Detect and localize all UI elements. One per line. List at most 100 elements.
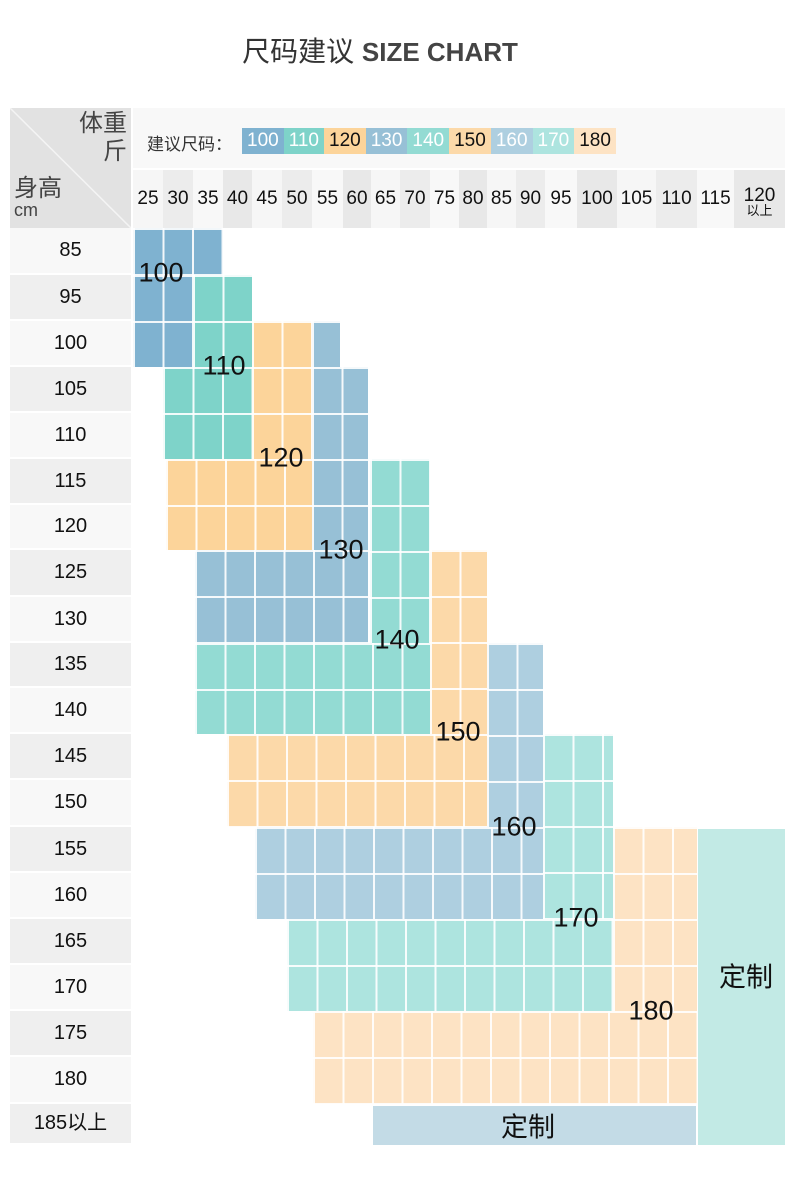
weight-header-40: 40	[223, 170, 252, 228]
size-block-cell-area	[543, 734, 613, 919]
height-row-140: 140	[10, 688, 131, 732]
weight-header-50: 50	[282, 170, 312, 228]
height-row-85: 85	[10, 228, 131, 273]
size-block-cell-area	[370, 459, 430, 643]
weight-value: 45	[256, 188, 278, 209]
size-block-cell-area	[698, 829, 785, 1145]
title-cn: 尺码建议	[242, 36, 355, 67]
size-block-cell-area	[193, 275, 252, 367]
weight-value: 115	[700, 188, 731, 209]
weight-header-35: 35	[193, 170, 223, 228]
size-block-label: 160	[491, 811, 537, 842]
weight-header-110: 110	[656, 170, 697, 228]
weight-label: 体重	[79, 110, 127, 137]
size-block-cell-area	[312, 321, 340, 367]
size-block-cell-area	[166, 459, 312, 550]
legend-chip-180: 180	[574, 128, 616, 154]
legend-chip-160: 160	[490, 128, 533, 154]
size-block-label: 150	[435, 716, 481, 747]
weight-value: 50	[286, 188, 308, 209]
weight-unit: 斤	[103, 138, 127, 165]
weight-value: 65	[374, 188, 397, 209]
size-block-cell-area	[487, 643, 543, 827]
height-row-120: 120	[10, 505, 131, 548]
height-row-185以上: 185以上	[10, 1104, 131, 1143]
weight-value: 40	[226, 188, 249, 209]
weight-header-85: 85	[487, 170, 516, 228]
size-block-label: 100	[138, 257, 184, 288]
height-row-115: 115	[10, 459, 131, 503]
size-block-cell-area	[163, 367, 252, 459]
size-block-cell-area	[312, 367, 368, 550]
weight-header-65: 65	[371, 170, 400, 228]
weight-value: 120	[743, 185, 776, 206]
size-block-label: 170	[553, 902, 599, 933]
weight-header-75: 75	[430, 170, 459, 228]
height-row-150: 150	[10, 780, 131, 825]
size-legend: 建议尺码： 100 110 120 130 140 150 160 170 180	[133, 108, 785, 168]
weight-suffix: 以上	[746, 203, 773, 218]
height-row-155: 155	[10, 827, 131, 871]
size-block-cell-area	[613, 827, 697, 1011]
weight-header-100: 100	[577, 170, 617, 228]
height-row-125: 125	[10, 550, 131, 595]
height-row-105: 105	[10, 367, 131, 411]
weight-header-30: 30	[163, 170, 193, 228]
height-row-130: 130	[10, 597, 131, 641]
height-row-135: 135	[10, 643, 131, 686]
legend-chip-110: 110	[283, 128, 324, 154]
size-block-cell-area	[133, 275, 193, 367]
legend-chip-130: 130	[365, 128, 408, 154]
weight-header-55: 55	[312, 170, 343, 228]
height-row-170: 170	[10, 965, 131, 1009]
weight-value: 60	[346, 188, 368, 209]
size-block-label: 130	[318, 534, 364, 565]
height-row-110: 110	[10, 413, 131, 457]
legend-label: 建议尺码：	[147, 135, 232, 154]
weight-value: 35	[197, 188, 219, 209]
weight-header-115: 115	[697, 170, 734, 228]
diagonal-line	[10, 108, 131, 228]
weight-value: 80	[462, 188, 484, 209]
corner-header: 体重斤 身高 cm	[10, 108, 131, 228]
size-block-cell-area	[195, 643, 430, 734]
weight-header-70: 70	[400, 170, 430, 228]
legend-chip-140: 140	[407, 128, 450, 154]
size-block-cell-area	[227, 734, 487, 827]
size-block-label: 180	[628, 995, 674, 1026]
height-row-180: 180	[10, 1057, 131, 1102]
weight-header-90: 90	[516, 170, 545, 228]
height-row-95: 95	[10, 275, 131, 319]
height-row-100: 100	[10, 321, 131, 365]
size-block-cell-area	[255, 827, 543, 919]
weight-value: 105	[620, 188, 653, 209]
weight-header-60: 60	[343, 170, 371, 228]
legend-chip-100: 100	[242, 128, 284, 154]
legend-chip-170: 170	[532, 128, 575, 154]
size-block-label: 110	[202, 350, 246, 381]
height-row-175: 175	[10, 1011, 131, 1055]
height-unit: cm	[14, 200, 38, 220]
weight-value: 100	[581, 188, 613, 209]
size-block-cell-area	[430, 550, 487, 734]
weight-value: 30	[167, 188, 189, 209]
size-block-cell-area	[313, 1011, 697, 1104]
weight-header-80: 80	[459, 170, 487, 228]
weight-value: 90	[519, 188, 542, 209]
size-block-label: 120	[258, 442, 304, 473]
height-row-145: 145	[10, 734, 131, 778]
height-label: 身高	[14, 175, 62, 202]
size-block-label: 140	[374, 624, 420, 655]
weight-header-25: 25	[133, 170, 163, 228]
weight-value: 95	[550, 188, 572, 209]
legend-chip-150: 150	[449, 128, 491, 154]
weight-value: 25	[137, 188, 159, 209]
size-block-cell-area	[252, 321, 312, 459]
height-row-165: 165	[10, 919, 131, 963]
size-block-label: 定制	[501, 1112, 555, 1143]
legend-chip-120: 120	[324, 128, 366, 154]
weight-header-120: 120 以上	[734, 170, 785, 228]
size-block-cell-area	[287, 919, 613, 1011]
weight-header-45: 45	[252, 170, 282, 228]
